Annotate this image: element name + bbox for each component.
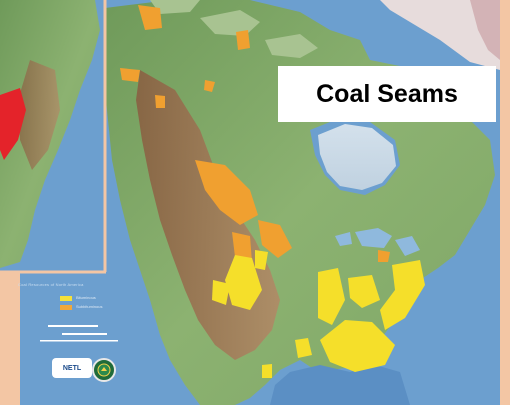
hudson-bay-ice: [318, 124, 396, 190]
coal-seam: [195, 160, 258, 225]
inset-coal-seam: [0, 88, 26, 160]
coal-seam: [255, 250, 268, 270]
coal-seam: [378, 250, 390, 262]
great-lakes: [395, 236, 420, 256]
coal-seam: [348, 275, 380, 308]
scale-bar: [48, 325, 98, 327]
greenland: [380, 0, 500, 70]
arctic-island: [265, 34, 318, 58]
legend-label-bituminous: Bituminous: [76, 295, 96, 300]
doe-seal-icon: [97, 363, 111, 377]
doe-logo: [92, 358, 116, 382]
right-border: [500, 0, 510, 405]
gulf-of-mexico: [270, 365, 410, 405]
coal-seam: [262, 364, 272, 378]
arctic-island: [200, 10, 260, 36]
coal-seam: [120, 68, 140, 82]
great-lakes: [335, 232, 352, 246]
map-title: Coal Seams: [316, 79, 458, 108]
coal-seams-orange: [120, 5, 390, 265]
greenland-edge: [470, 0, 500, 60]
scale-bar: [62, 333, 107, 335]
scale-bar: [40, 340, 118, 342]
coal-seam: [204, 80, 215, 92]
coal-seam: [155, 95, 165, 108]
legend-panel: [20, 270, 138, 398]
legend-title: Coal Resources of North America: [18, 282, 84, 287]
coal-seams-yellow: [212, 250, 425, 378]
great-lakes: [355, 228, 392, 248]
coal-seam: [225, 255, 262, 310]
coal-seam: [236, 30, 250, 50]
inset-map: [0, 0, 107, 274]
left-border: [0, 272, 20, 405]
coal-seam: [320, 320, 395, 372]
legend-swatch-subbituminous: [60, 305, 72, 310]
coal-seam: [212, 280, 230, 305]
map-title-box: Coal Seams: [278, 66, 496, 122]
arctic-island: [150, 0, 200, 14]
coal-seam: [318, 268, 345, 325]
coal-seam: [380, 260, 425, 330]
inset-mountains: [18, 60, 60, 170]
netl-logo-text: NETL: [62, 364, 82, 372]
netl-logo: NETL: [52, 358, 92, 378]
coal-seam: [138, 5, 162, 30]
coal-seam: [258, 220, 292, 258]
coal-seam: [295, 338, 312, 358]
legend-swatch-bituminous: [60, 296, 72, 301]
legend-label-subbituminous: Subbituminous: [76, 304, 103, 309]
